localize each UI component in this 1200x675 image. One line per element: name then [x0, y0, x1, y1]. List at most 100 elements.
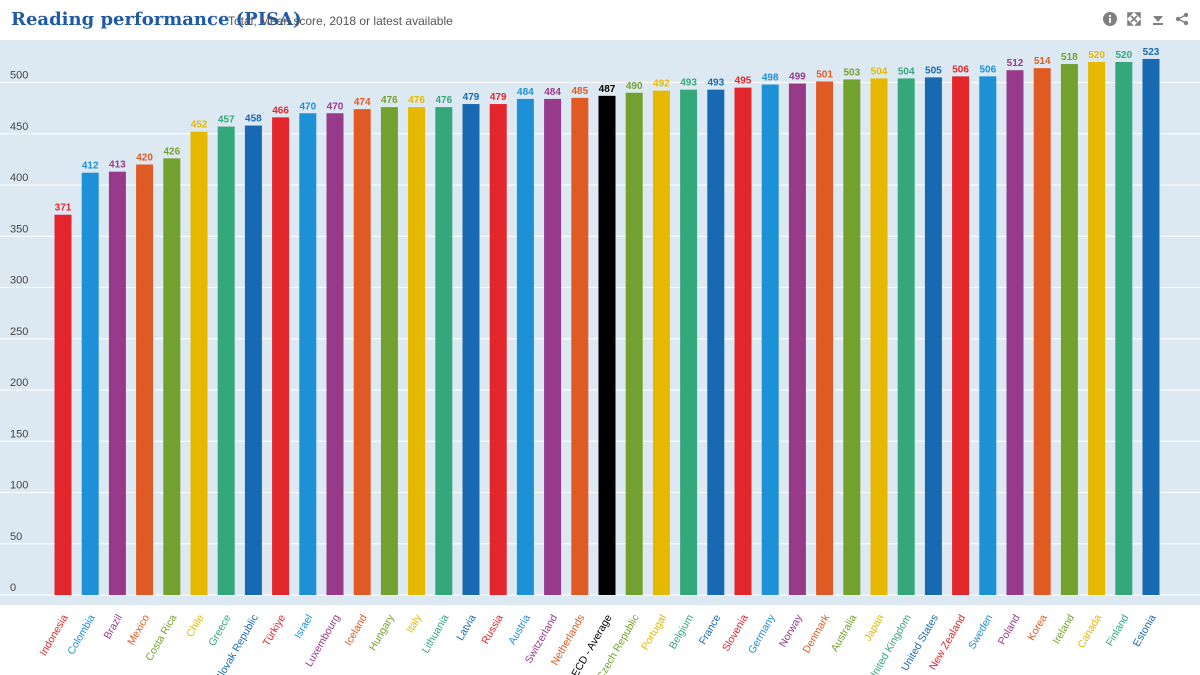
bar-value-label: 474 [354, 97, 371, 108]
bar-value-label: 520 [1088, 50, 1105, 61]
bar[interactable] [924, 77, 942, 595]
bar[interactable] [979, 76, 997, 596]
bar-value-label: 506 [952, 64, 969, 75]
category-label: Australia [829, 612, 860, 654]
bar-value-label: 485 [571, 86, 588, 97]
bar-value-label: 504 [871, 66, 888, 77]
chart-title: Reading performance (PISA) [11, 9, 302, 30]
bar[interactable] [326, 113, 344, 595]
bar-value-label: 413 [109, 160, 126, 171]
y-tick-label: 500 [10, 70, 28, 82]
y-tick-label: 300 [10, 275, 28, 287]
bar-value-label: 505 [925, 65, 942, 76]
bar[interactable] [163, 158, 181, 595]
bar-value-label: 371 [55, 203, 72, 214]
bar[interactable] [217, 126, 235, 595]
bars [54, 58, 1160, 596]
category-label: Italy [404, 612, 424, 635]
bar[interactable] [136, 164, 154, 596]
category-label: Türkiye [261, 612, 289, 648]
bar-value-label: 484 [544, 87, 561, 98]
bar[interactable] [408, 107, 426, 595]
y-tick-label: 150 [10, 428, 28, 440]
bar[interactable] [54, 214, 72, 595]
category-label: Germany [746, 612, 778, 656]
y-axis-ticks: 0 50 100 150 200 250 300 350 400 450 500 [10, 70, 28, 595]
category-label: Norway [777, 612, 806, 649]
bar-value-label: 470 [299, 101, 316, 112]
bar-value-label: 520 [1115, 50, 1132, 61]
bar[interactable] [489, 104, 507, 596]
bar-value-label: 476 [408, 95, 425, 106]
bar[interactable] [571, 97, 589, 595]
category-label: Mexico [125, 612, 152, 647]
bar-value-label: 479 [463, 92, 480, 103]
bar[interactable] [244, 125, 262, 596]
category-label: Estonia [1131, 612, 1159, 648]
bar[interactable] [435, 107, 453, 595]
share-icon[interactable] [1174, 11, 1190, 27]
y-tick-label: 450 [10, 121, 28, 133]
category-label: Finland [1104, 612, 1132, 648]
category-label: Latvia [454, 612, 478, 642]
bar[interactable] [353, 109, 371, 596]
category-label: Russia [479, 612, 506, 646]
bar[interactable] [544, 98, 562, 596]
expand-icon[interactable] [1126, 11, 1142, 27]
category-label: Denmark [801, 612, 833, 656]
category-label: Korea [1025, 612, 1049, 642]
bar[interactable] [788, 83, 806, 596]
chart-header: Reading performance (PISA) Total, Mean s… [0, 0, 1200, 40]
bar-value-label: 499 [789, 72, 806, 83]
bar[interactable] [1006, 70, 1024, 595]
bar[interactable] [1115, 62, 1133, 595]
bar[interactable] [707, 89, 725, 596]
bar[interactable] [761, 84, 779, 596]
bar[interactable] [1060, 64, 1078, 596]
bar-value-label: 484 [517, 87, 534, 98]
bar[interactable] [843, 79, 861, 596]
bar-value-label: 493 [707, 78, 724, 89]
category-label: Canada [1075, 612, 1104, 650]
download-icon[interactable] [1150, 11, 1166, 27]
bar[interactable] [516, 98, 534, 596]
bar[interactable] [272, 117, 290, 595]
chart-toolbar [1102, 11, 1190, 27]
category-label: Greece [206, 612, 234, 648]
bar[interactable] [1142, 58, 1160, 596]
bar[interactable] [680, 89, 698, 596]
bar-value-label: 470 [327, 101, 344, 112]
info-icon[interactable] [1102, 11, 1118, 27]
bar[interactable] [816, 81, 834, 596]
bar[interactable] [81, 172, 99, 595]
bar-value-label: 476 [381, 95, 398, 106]
bar-value-label: 523 [1143, 47, 1160, 58]
bar-value-label: 420 [136, 153, 153, 164]
bar[interactable] [462, 104, 480, 596]
bar-value-label: 498 [762, 73, 779, 84]
bar-value-labels: 371 412 413 420 426 452 457 458 466 470 470 474 476 4… [55, 47, 1160, 214]
bar-value-label: 426 [163, 146, 180, 157]
bar[interactable] [625, 92, 643, 595]
category-label: France [697, 612, 724, 646]
bar-value-label: 506 [979, 64, 996, 75]
bar[interactable] [1033, 68, 1051, 595]
y-tick-label: 200 [10, 377, 28, 389]
bar[interactable] [190, 131, 208, 595]
category-label: Austria [506, 612, 533, 646]
bar[interactable] [652, 90, 670, 595]
bar[interactable] [108, 171, 126, 596]
bar[interactable] [897, 78, 915, 595]
bar[interactable] [952, 76, 970, 596]
y-tick-label: 50 [10, 531, 22, 543]
bar[interactable] [734, 87, 752, 595]
bar[interactable] [870, 78, 888, 595]
bar-value-label: 458 [245, 114, 262, 125]
bar[interactable] [380, 107, 398, 595]
bar[interactable] [1088, 62, 1106, 595]
bar-value-label: 518 [1061, 52, 1078, 63]
bar-chart: 0 50 100 150 200 250 300 350 400 450 500 371 412 413… [0, 40, 1200, 675]
bar[interactable] [598, 95, 616, 595]
bar[interactable] [299, 113, 317, 595]
